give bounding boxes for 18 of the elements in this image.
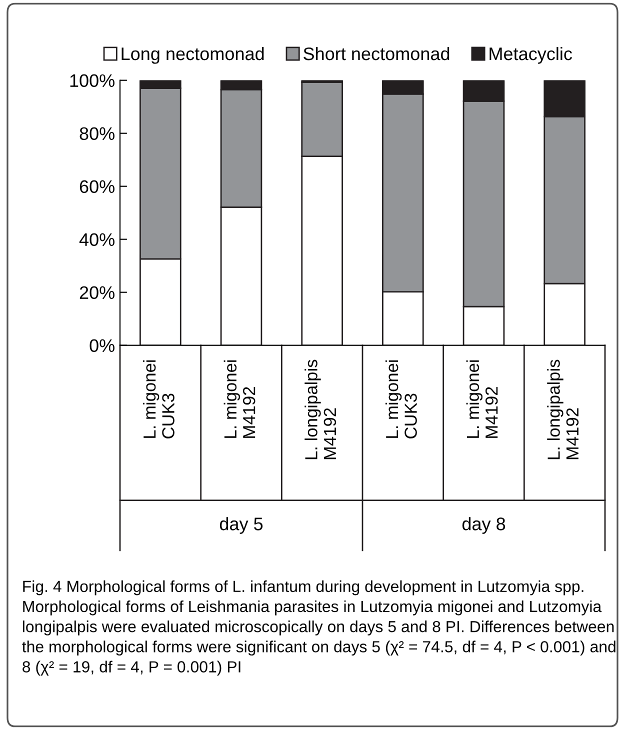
y-tick-label: 80% — [80, 127, 114, 140]
caption: Fig. 4 Morphological forms of L. infantum during development in Lutzomyia spp. Morphological forms of Leishmania parasites in Lutzomyia migonei and Lutzomyia longipalpis were evaluated microscopically on days 5 and 8 PI. Differences between the morphological forms were significant on days 5 (χ² = 74.5, df = 4, P < 0.001) and 8 (χ² = 19, df = 4, P = 0.001) PI — [22, 580, 616, 676]
x-tick-label: L. migonei M4192 — [466, 360, 498, 438]
legend-label: Long nectomonad — [122, 46, 264, 64]
y-tick-label: 100% — [70, 74, 114, 88]
y-tick-label: 20% — [80, 286, 114, 300]
x-tick-label: L. migonei CUK3 — [142, 360, 174, 438]
text: day 8 — [462, 517, 506, 534]
y-tick-label: 40% — [79, 233, 114, 246]
x-tick-label: L. longipalpis M4192 — [547, 360, 579, 460]
x-tick-label: L. longipalpis M4192 — [304, 360, 336, 460]
legend-label: Metacyclic — [490, 46, 572, 64]
legend-label: Short nectomonad — [304, 46, 450, 60]
text: day 5 — [220, 517, 263, 534]
y-tick-label: 60% — [80, 180, 114, 194]
x-tick-label: L. migonei CUK3 — [385, 360, 417, 438]
x-tick-label: L. migonei M4192 — [224, 360, 256, 438]
y-tick-label: 0% — [90, 339, 114, 352]
